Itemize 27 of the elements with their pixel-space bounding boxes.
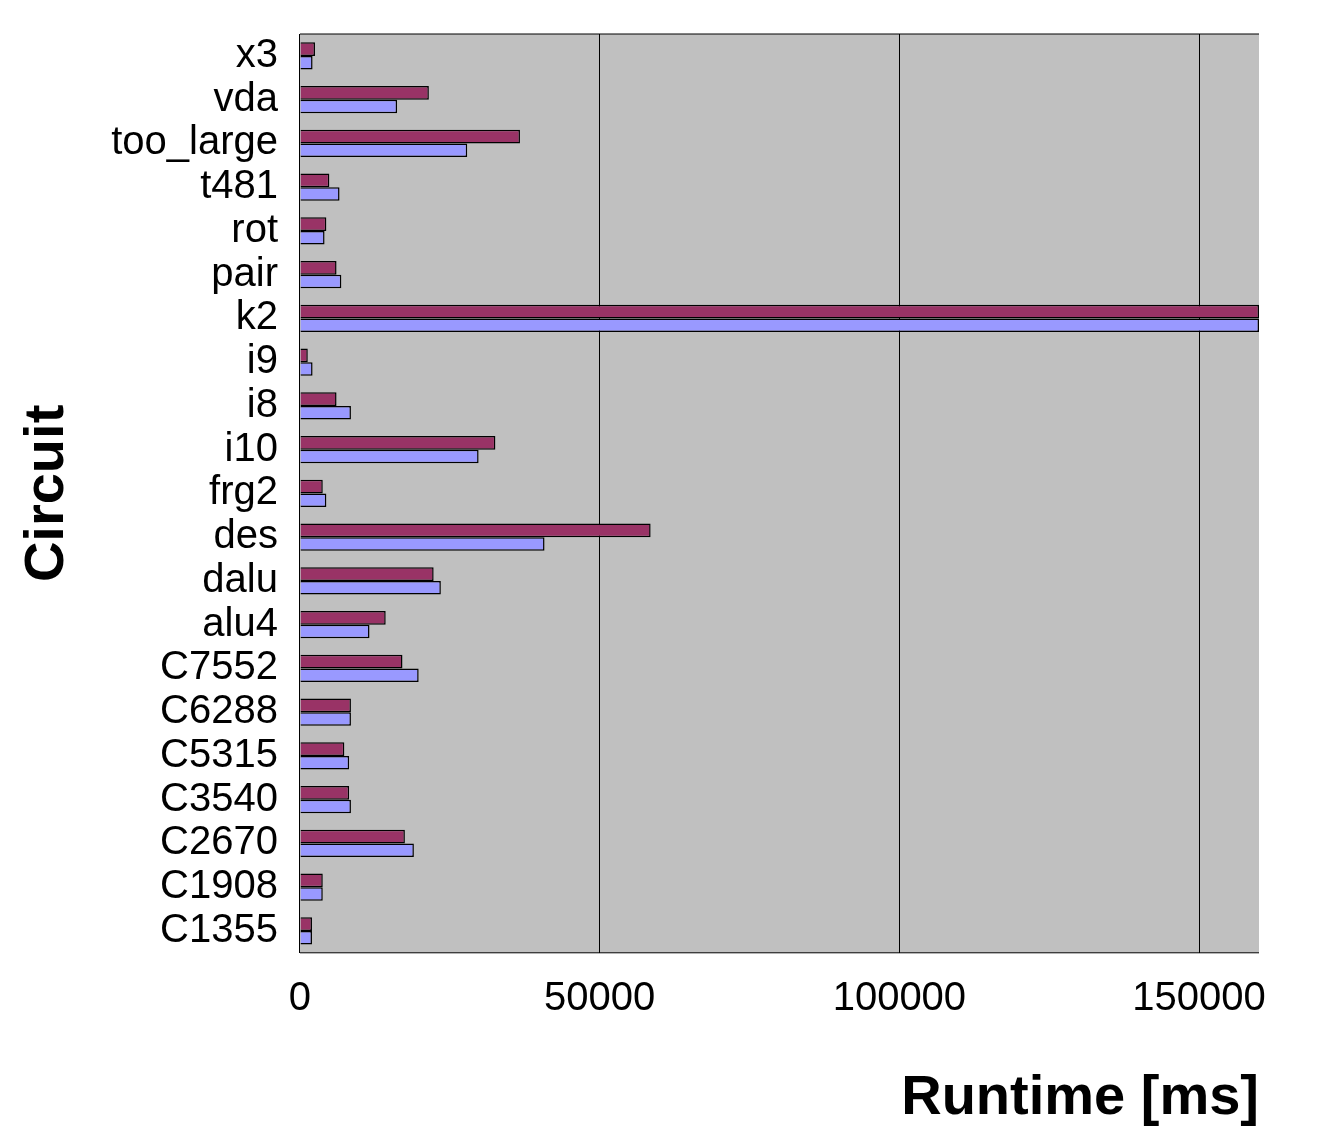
y-tick-label: i8	[246, 380, 278, 425]
y-tick-label: rot	[231, 205, 278, 250]
x-axis-title: Runtime [ms]	[901, 1062, 1259, 1126]
x-tick-label: 100000	[832, 973, 967, 1018]
y-tick-label: pair	[211, 249, 278, 294]
y-tick-label: C7552	[160, 643, 278, 688]
y-tick-label: C3540	[160, 774, 278, 819]
y-tick-label: C2670	[160, 818, 278, 863]
x-tick-label: 50000	[544, 973, 656, 1018]
y-tick-label: vda	[213, 74, 279, 119]
y-tick-label: C1355	[160, 905, 278, 950]
y-tick-label: k2	[235, 293, 278, 338]
x-tick-label: 150000	[1132, 973, 1266, 1018]
y-tick-label: too_large	[111, 118, 278, 163]
y-tick-label: C6288	[160, 687, 278, 732]
y-axis-title: Circuit	[12, 404, 76, 583]
x-tick-label: 0	[288, 973, 312, 1018]
y-tick-label: dalu	[202, 555, 278, 600]
y-tick-label: C5315	[160, 730, 278, 775]
y-tick-label: des	[213, 512, 278, 557]
y-tick-label: alu4	[202, 599, 278, 644]
y-tick-label: i9	[246, 337, 278, 382]
y-tick-label: frg2	[209, 468, 278, 513]
y-tick-label: x3	[235, 30, 278, 75]
y-tick-label: C1908	[160, 862, 278, 907]
y-tick-label: i10	[224, 424, 278, 469]
y-tick-label: t481	[200, 162, 278, 207]
